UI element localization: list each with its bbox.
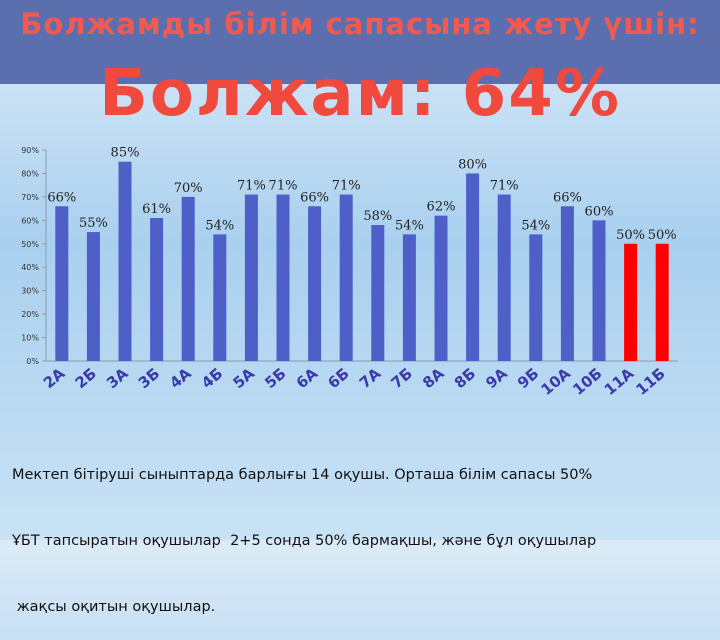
bar — [592, 220, 606, 361]
data-label: 61% — [142, 202, 171, 217]
y-tick-label: 80% — [21, 169, 39, 178]
category-label: 3Б — [135, 364, 163, 392]
category-label: 4Б — [198, 364, 226, 392]
data-label: 71% — [237, 179, 266, 194]
bar — [308, 206, 322, 361]
data-label: 80% — [458, 157, 487, 172]
bar-chart: 0%10%20%30%40%50%60%70%80%90%66%2А55%2Б8… — [21, 146, 678, 399]
data-label: 66% — [300, 190, 329, 205]
bar — [466, 173, 480, 361]
y-tick-label: 90% — [21, 146, 39, 155]
bar — [55, 206, 69, 361]
category-label: 8А — [419, 364, 448, 392]
category-label: 9А — [482, 364, 511, 392]
bar — [276, 194, 290, 361]
bar — [244, 194, 258, 361]
data-label: 58% — [363, 209, 392, 224]
data-label: 66% — [47, 190, 76, 205]
category-label: 5Б — [261, 364, 289, 392]
data-label: 85% — [111, 146, 140, 161]
category-label: 10Б — [569, 364, 605, 399]
forecast-heading: Болжам: 64% — [99, 57, 621, 131]
note-line: жақсы оқитын оқушылар. — [12, 599, 216, 615]
data-label: 54% — [205, 218, 234, 233]
bar — [497, 194, 511, 361]
data-label: 66% — [553, 190, 582, 205]
bar — [624, 243, 638, 361]
category-label: 2Б — [72, 364, 100, 392]
note-line: Мектеп бітіруші сыныптарда барлығы 14 оқ… — [12, 467, 593, 483]
y-tick-label: 50% — [21, 240, 39, 249]
y-tick-label: 60% — [21, 216, 39, 225]
bar — [529, 234, 543, 361]
category-label: 7Б — [388, 364, 416, 392]
category-label: 6А — [293, 364, 322, 392]
bar — [118, 161, 132, 361]
data-label: 50% — [648, 228, 677, 243]
bar — [150, 217, 164, 361]
data-label: 71% — [269, 179, 298, 194]
bar — [402, 234, 416, 361]
note-text: Мектеп бітіруші сыныптарда барлығы 14 оқ… — [12, 420, 720, 640]
y-tick-label: 20% — [21, 310, 39, 319]
category-label: 11Б — [632, 364, 668, 399]
bar — [339, 194, 353, 361]
data-label: 54% — [395, 218, 424, 233]
y-tick-label: 70% — [21, 193, 39, 202]
slide-title: Болжамды білім сапасына жету үшін: — [20, 7, 700, 41]
bar — [213, 234, 227, 361]
data-label: 71% — [332, 179, 361, 194]
data-label: 60% — [585, 204, 614, 219]
title-band — [0, 0, 720, 84]
y-tick-label: 0% — [26, 357, 39, 366]
y-tick-label: 30% — [21, 287, 39, 296]
bar — [655, 243, 669, 361]
y-tick-label: 10% — [21, 334, 39, 343]
data-label: 54% — [521, 218, 550, 233]
data-label: 71% — [490, 179, 519, 194]
bar — [181, 196, 195, 361]
category-label: 11А — [601, 364, 638, 399]
category-label: 9Б — [514, 364, 542, 392]
category-label: 8Б — [451, 364, 479, 392]
bar — [86, 232, 100, 361]
category-label: 7А — [356, 364, 385, 392]
data-label: 70% — [174, 181, 203, 196]
bar — [371, 225, 385, 361]
bar — [560, 206, 574, 361]
category-label: 4А — [166, 364, 195, 392]
note-line: ҰБТ тапсыратын оқушылар 2+5 сонда 50% ба… — [12, 533, 597, 549]
category-label: 5А — [230, 364, 259, 392]
category-label: 2А — [40, 364, 69, 392]
data-label: 50% — [616, 228, 645, 243]
category-label: 10А — [538, 364, 575, 399]
category-label: 3А — [103, 364, 132, 392]
data-label: 55% — [79, 216, 108, 231]
category-label: 6Б — [324, 364, 352, 392]
data-label: 62% — [427, 200, 456, 215]
y-tick-label: 40% — [21, 263, 39, 272]
bar — [434, 215, 448, 361]
